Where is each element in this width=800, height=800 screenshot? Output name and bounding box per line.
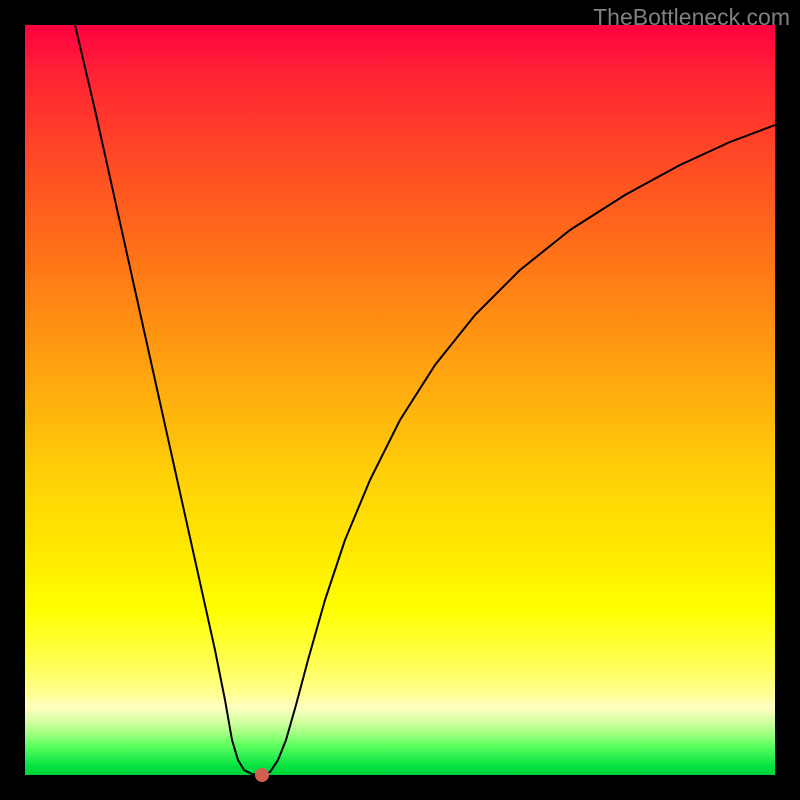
chart-plot-area: [25, 25, 775, 775]
watermark-text: TheBottleneck.com: [593, 4, 790, 31]
optimal-point-marker: [255, 768, 269, 782]
